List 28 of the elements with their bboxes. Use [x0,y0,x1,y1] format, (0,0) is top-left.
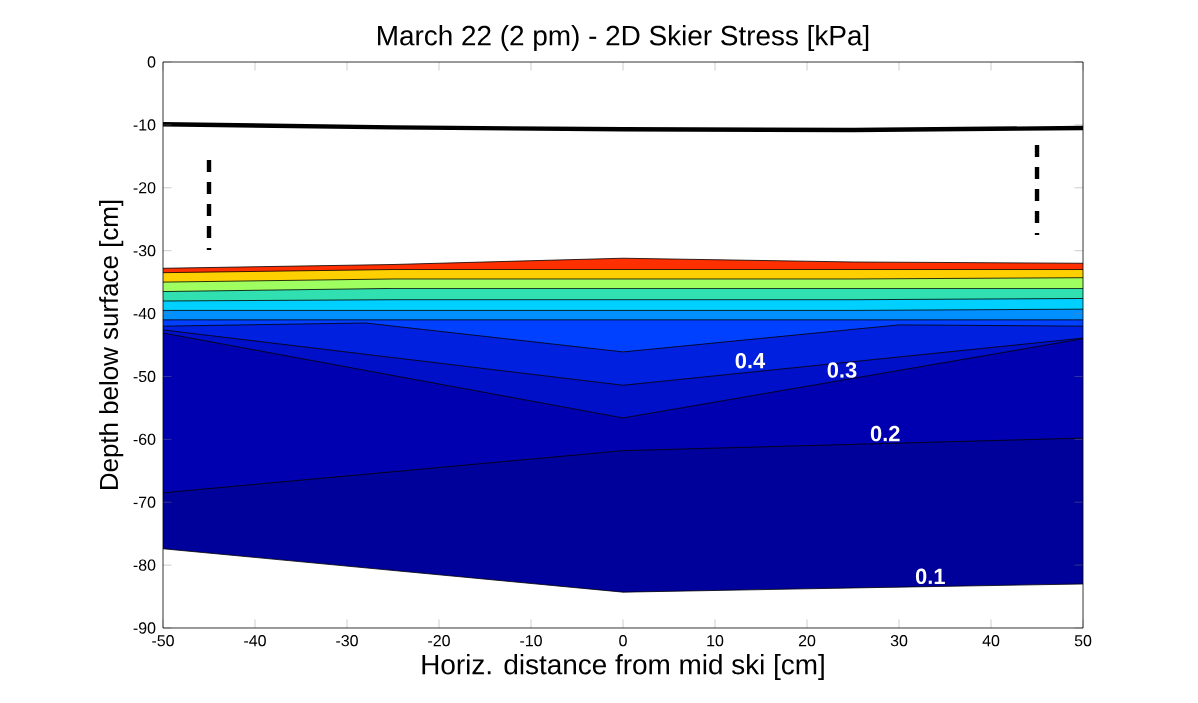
y-tick-label: -10 [133,119,156,131]
x-tick-label: -40 [244,635,266,647]
x-tick-label: -50 [152,635,174,647]
x-tick-label: 30 [890,635,908,647]
annotation: 0.4 [735,352,766,369]
y-tick-label: -80 [133,559,156,571]
x-tick-label: -10 [520,635,542,647]
y-tick-label: -30 [133,245,156,257]
annotation: 0.2 [870,425,900,442]
annotation: 0.1 [915,568,945,585]
y-tick-label: -20 [133,182,156,194]
y-tick-label: -70 [133,496,156,508]
x-tick-label: 10 [707,635,724,647]
annotation: 0.3 [827,362,857,378]
chart-title: March 22 (2 pm) - 2D Skier Stress [kPa] [378,25,869,52]
y-axis-title: Depth below surface [cm] [99,200,124,490]
x-tick-label: 50 [1074,635,1092,647]
x-tick-label: 20 [798,635,816,647]
y-tick-label: -90 [133,622,156,634]
y-tick-label: 0 [147,56,156,68]
y-tick-label: -40 [133,307,156,320]
x-tick-label: -30 [336,635,358,647]
y-tick-label: -50 [133,370,156,383]
x-axis-title: Horiz. distance from mid ski [cm] [422,654,824,680]
x-tick-label: 0 [619,635,627,647]
x-tick-label: 40 [982,635,1000,647]
x-tick-label: -20 [428,635,450,647]
y-tick-label: -60 [133,433,156,445]
